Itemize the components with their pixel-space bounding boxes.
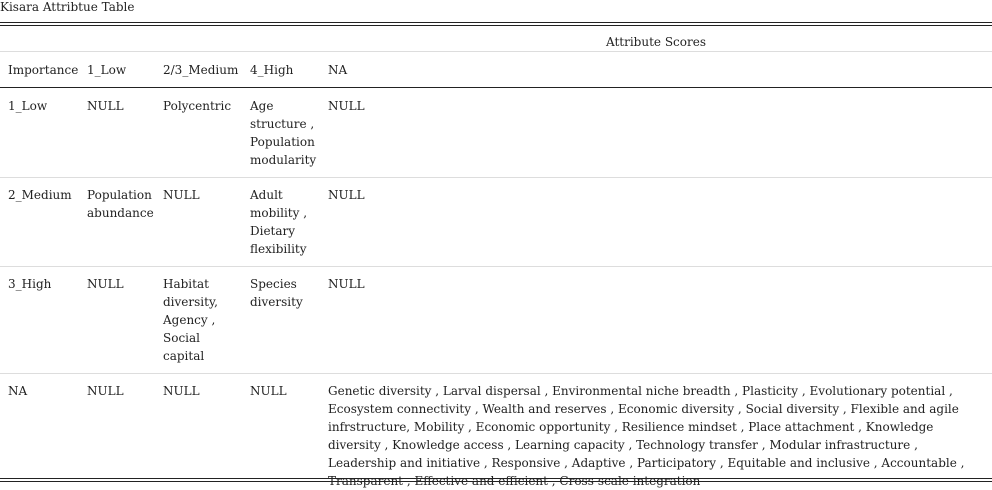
spanner-rule [0,51,992,52]
row-divider [0,266,992,267]
cell-na: NULL [328,99,365,113]
column-header-importance: Importance [8,63,79,77]
top-rule-double [0,25,992,26]
cell-low: NULL [87,384,124,398]
cell-medium: NULL [163,384,200,398]
top-rule [0,22,992,23]
cell-importance: 1_Low [8,99,48,113]
row-divider [0,177,992,178]
table-row: 3_High NULL Habitat diversity, Agency , … [0,266,992,373]
cell-na: Genetic diversity , Larval dispersal , E… [328,384,965,488]
table-caption: Kisara Attribtue Table [0,0,135,14]
cell-high: Adult mobility , Dietary flexibility [250,188,308,256]
cell-na: NULL [328,277,365,291]
cell-na: NULL [328,188,365,202]
row-divider [0,373,992,374]
bottom-rule [0,478,992,479]
table-row: 2_Medium Population abundance NULL Adult… [0,177,992,266]
column-header-low: 1_Low [87,63,127,77]
header-rule [0,87,992,88]
cell-high: NULL [250,384,287,398]
cell-low: Population abundance [87,188,154,220]
table-row: NA NULL NULL NULL Genetic diversity , La… [0,373,992,488]
column-header-medium: 2/3_Medium [163,63,239,77]
cell-importance: NA [8,384,28,398]
column-header-high: 4_High [250,63,294,77]
cell-low: NULL [87,99,124,113]
cell-importance: 3_High [8,277,52,291]
cell-medium: Polycentric [163,99,232,113]
cell-high: Age structure , Population modularity [250,99,317,167]
table-row: 1_Low NULL Polycentric Age structure , P… [0,88,992,177]
column-spanner-label: Attribute Scores [606,35,706,49]
column-header-na: NA [328,63,348,77]
cell-low: NULL [87,277,124,291]
cell-medium: Habitat diversity, Agency , Social capit… [163,277,218,363]
cell-importance: 2_Medium [8,188,72,202]
cell-high: Species diversity [250,277,303,309]
cell-medium: NULL [163,188,200,202]
